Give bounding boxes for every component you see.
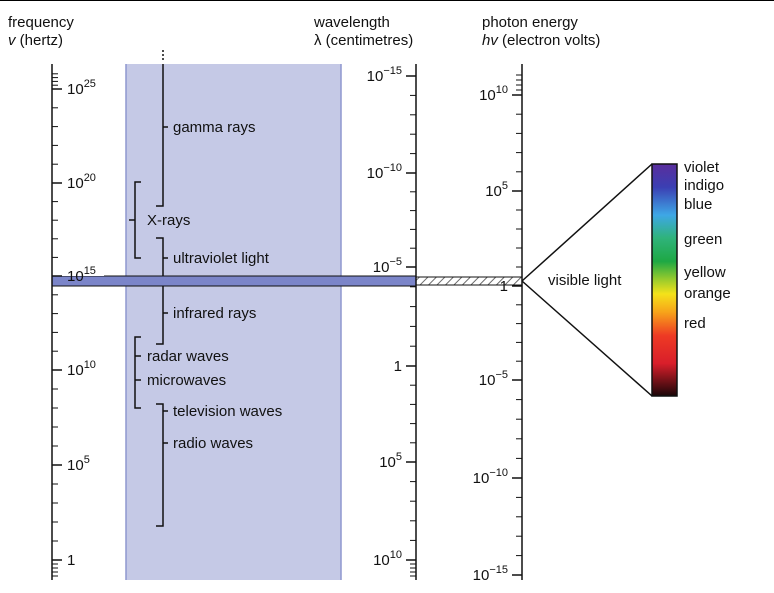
wavelength-tick-label: 1010 <box>373 549 402 569</box>
color-label-green: green <box>684 231 722 248</box>
wavelength-symbol: λ <box>314 32 322 49</box>
wavelength-title: wavelength <box>314 14 390 31</box>
energy-title: photon energy <box>482 14 578 31</box>
energy-header: photon energy hv (electron volts) <box>482 14 600 50</box>
color-label-orange: orange <box>684 285 731 302</box>
ultraviolet-label: ultraviolet light <box>173 250 270 267</box>
color-label-red: red <box>684 315 706 332</box>
energy-tick-label: 1 <box>500 278 508 295</box>
energy-ticks: 1010 105 1 10−5 10−10 10−15 <box>473 84 522 584</box>
radio-bracket <box>156 403 164 527</box>
wavelength-tick-label: 10−15 <box>367 65 402 85</box>
visible-light-label: visible light <box>548 272 622 289</box>
ir-bracket <box>156 286 164 345</box>
radar-micro-bracket <box>134 336 141 409</box>
energy-unit-text: (electron volts) <box>497 32 601 49</box>
energy-tick-label: 1010 <box>479 84 508 104</box>
wavelength-unit: λ (centimetres) <box>314 32 413 50</box>
frequency-tick-label: 1020 <box>67 172 96 192</box>
top-rule <box>0 0 774 1</box>
radar-waves-label: radar waves <box>147 348 229 365</box>
frequency-tick-label: 1025 <box>67 78 96 98</box>
radio-waves-label: radio waves <box>173 435 253 452</box>
wavelength-tick-label: 10−10 <box>367 162 402 182</box>
wavelength-unit-text: (centimetres) <box>321 32 414 49</box>
gamma-rays-label: gamma rays <box>173 119 256 136</box>
xrays-label: X-rays <box>147 212 190 229</box>
frequency-title: frequency <box>8 14 74 31</box>
infrared-label: infrared rays <box>173 305 256 322</box>
visible-spectrum-bar <box>651 163 678 397</box>
energy-tick-label: 10−5 <box>479 369 508 389</box>
spectrum-band <box>126 64 341 580</box>
energy-tick-label: 10−10 <box>473 467 508 487</box>
color-label-violet: violet <box>684 159 720 176</box>
frequency-unit-text: (hertz) <box>15 32 64 49</box>
energy-tick-label: 10−15 <box>473 564 508 584</box>
wavelength-tick-label: 10−5 <box>373 256 402 276</box>
color-label-blue: blue <box>684 196 712 213</box>
label-backdrop <box>60 266 104 276</box>
wavelength-header: wavelength λ (centimetres) <box>314 14 413 50</box>
wavelength-ticks: 10−15 10−10 10−5 1 105 1010 <box>367 65 416 569</box>
color-label-indigo: indigo <box>684 177 724 194</box>
energy-tick-label: 105 <box>485 180 508 200</box>
gamma-bracket <box>156 64 164 207</box>
frequency-unit: v (hertz) <box>8 32 74 50</box>
frequency-header: frequency v (hertz) <box>8 14 74 50</box>
television-waves-label: television waves <box>173 403 282 420</box>
frequency-symbol: v <box>8 32 16 49</box>
energy-symbol: hv <box>482 32 498 49</box>
wavelength-tick-label: 1 <box>394 358 402 375</box>
category-brackets <box>129 50 168 527</box>
frequency-tick-label: 105 <box>67 454 90 474</box>
frequency-ticks: 1025 1020 1015 1010 105 1 <box>52 78 96 569</box>
frequency-tick-label: 1 <box>67 552 75 569</box>
microwaves-label: microwaves <box>147 372 226 389</box>
minor-ticks <box>52 73 522 577</box>
energy-unit: hv (electron volts) <box>482 32 600 50</box>
color-label-yellow: yellow <box>684 264 726 281</box>
visible-strip <box>51 275 417 287</box>
uv-bracket <box>156 237 164 276</box>
frequency-tick-label: 1015 <box>67 265 96 285</box>
fan-lower-line <box>521 280 653 397</box>
wavelength-tick-label: 105 <box>379 451 402 471</box>
frequency-tick-label: 1010 <box>67 359 96 379</box>
fan-upper-line <box>521 163 653 282</box>
